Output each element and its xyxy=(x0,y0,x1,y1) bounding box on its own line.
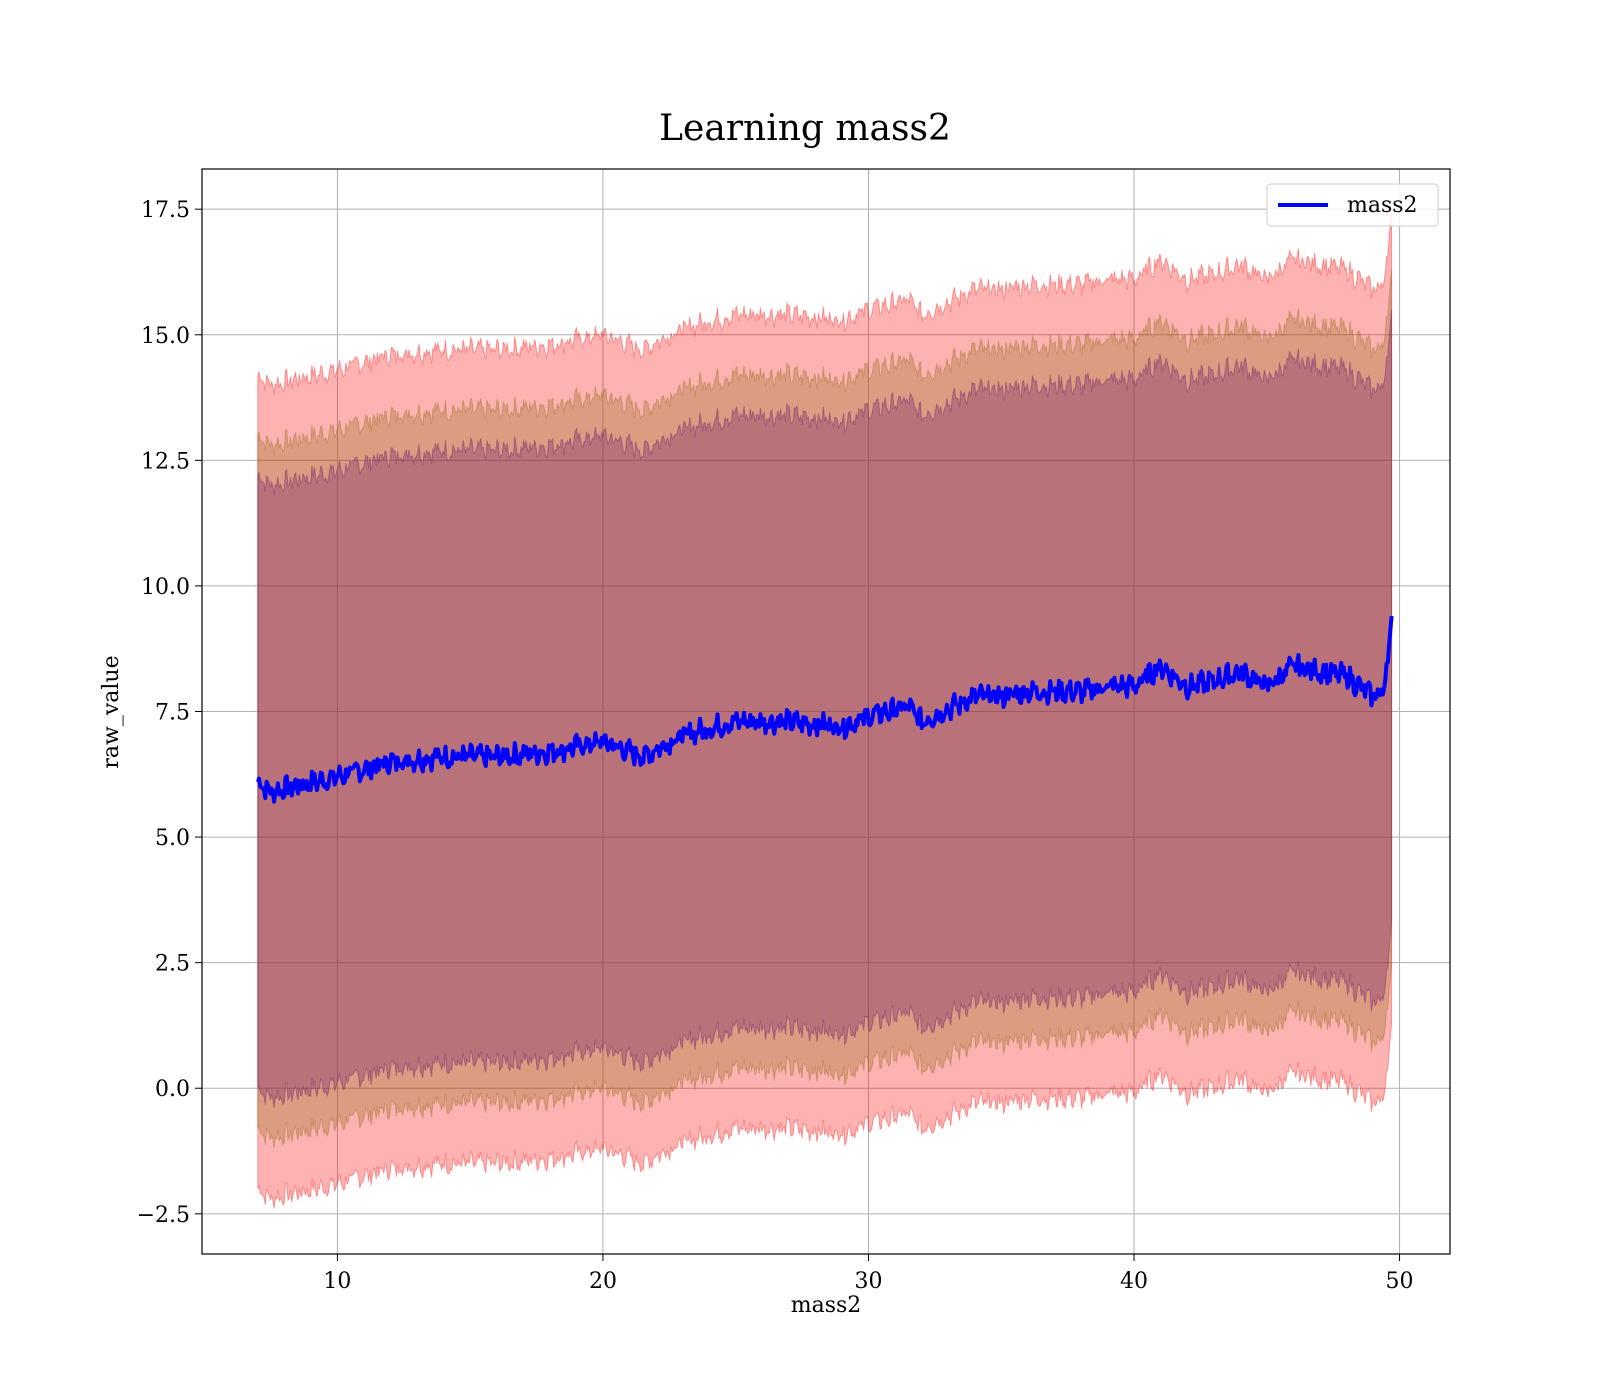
legend-box xyxy=(1266,183,1439,227)
y-tick-label: 12.5 xyxy=(141,449,190,474)
y-tick-label: 5.0 xyxy=(155,826,190,851)
y-axis-ticks: −2.5 0.0 2.5 5.0 7.5 10.0 12.5 15.0 17.5 xyxy=(137,198,202,1228)
x-tick-label: 20 xyxy=(589,1269,617,1294)
x-tick-label: 30 xyxy=(854,1269,882,1294)
legend: mass2 xyxy=(1266,183,1439,227)
y-tick-label: 17.5 xyxy=(141,198,190,223)
confidence-band-inner xyxy=(257,309,1393,1109)
x-tick-label: 40 xyxy=(1120,1269,1148,1294)
series-line-layer xyxy=(255,615,1394,804)
y-tick-label: 7.5 xyxy=(155,701,190,726)
y-tick-label: 2.5 xyxy=(155,952,190,977)
grid xyxy=(202,169,1450,1254)
legend-label-mass2: mass2 xyxy=(1347,193,1418,218)
chart-title: Learning mass2 xyxy=(659,108,951,149)
confidence-band-outer xyxy=(257,209,1393,1209)
x-tick-label: 50 xyxy=(1386,1269,1414,1294)
bands xyxy=(257,209,1393,1209)
x-tick-label: 10 xyxy=(323,1269,351,1294)
x-axis-ticks: 10 20 30 40 50 xyxy=(323,1254,1414,1294)
y-tick-label: 15.0 xyxy=(141,324,190,349)
y-tick-label: −2.5 xyxy=(137,1203,190,1228)
y-axis-label: raw_value xyxy=(99,655,124,768)
x-axis-label: mass2 xyxy=(791,1293,862,1318)
series-line-mass2 xyxy=(255,615,1394,804)
y-tick-label: 10.0 xyxy=(141,575,190,600)
y-tick-label: 0.0 xyxy=(155,1077,190,1102)
confidence-band-middle xyxy=(257,269,1393,1149)
